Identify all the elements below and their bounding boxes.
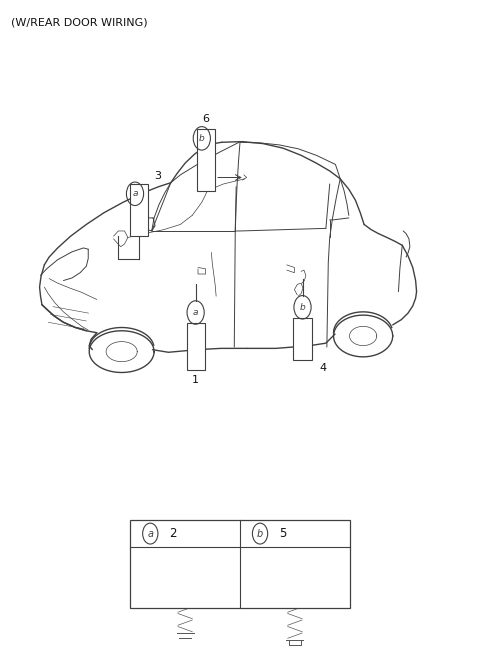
Text: 6: 6 xyxy=(203,115,210,124)
Bar xyxy=(130,520,350,608)
Text: 1: 1 xyxy=(192,375,199,385)
Bar xyxy=(187,323,204,370)
Text: a: a xyxy=(132,189,138,198)
Text: 4: 4 xyxy=(320,363,326,373)
Text: b: b xyxy=(257,529,263,538)
Text: 2: 2 xyxy=(169,527,177,540)
Text: 5: 5 xyxy=(279,527,287,540)
Text: a: a xyxy=(193,308,198,317)
Bar xyxy=(130,184,148,236)
Text: b: b xyxy=(199,134,204,143)
Text: (W/REAR DOOR WIRING): (W/REAR DOOR WIRING) xyxy=(11,18,147,28)
Bar xyxy=(293,318,312,360)
Bar xyxy=(197,128,215,191)
Text: a: a xyxy=(147,529,153,538)
Text: b: b xyxy=(300,303,305,312)
Text: 3: 3 xyxy=(154,171,161,181)
